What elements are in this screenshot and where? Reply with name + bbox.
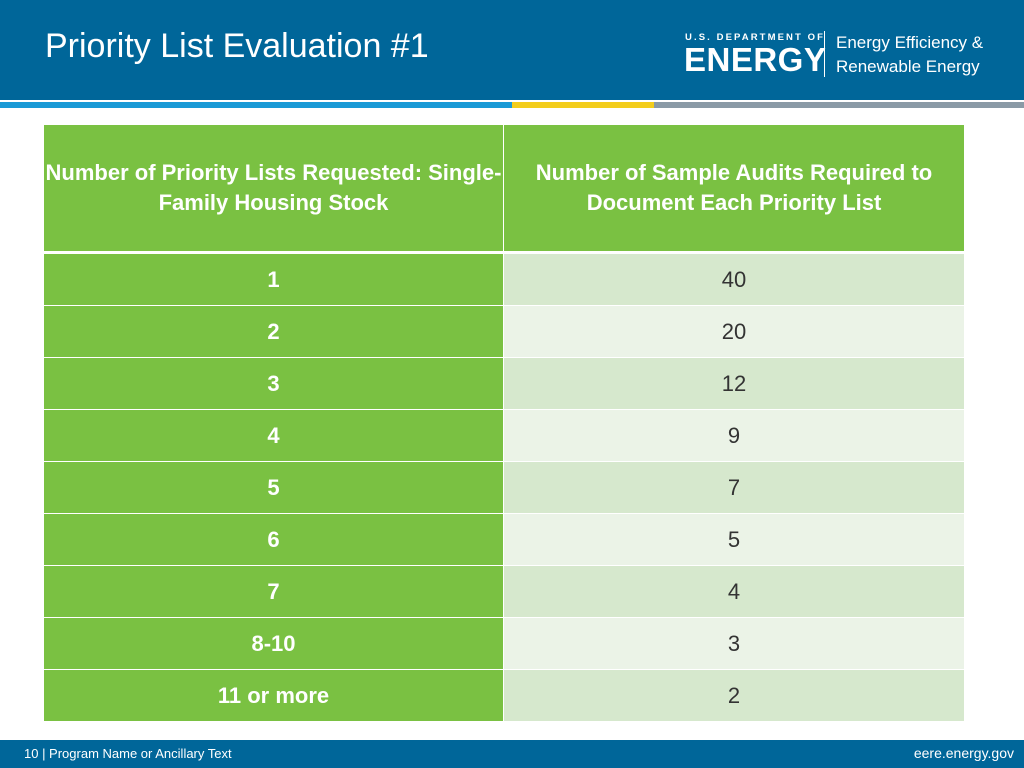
table-row: 11 or more 2: [43, 669, 965, 722]
accent-stripe-yellow: [512, 102, 654, 108]
lists-cell: 4: [43, 409, 504, 462]
audits-cell: 4: [503, 565, 965, 618]
table-row: 1 40: [43, 252, 965, 306]
lists-cell: 6: [43, 513, 504, 566]
table-row: 4 9: [43, 409, 965, 462]
accent-stripe-gray: [654, 102, 1024, 108]
table-row: 6 5: [43, 513, 965, 566]
audits-cell: 2: [503, 669, 965, 722]
page-title: Priority List Evaluation #1: [45, 27, 429, 65]
table-row: 3 12: [43, 357, 965, 410]
logo-office-line-1: Energy Efficiency &: [836, 33, 984, 52]
lists-cell: 5: [43, 461, 504, 514]
footer-website-link[interactable]: eere.energy.gov: [913, 745, 1014, 761]
lists-cell: 8-10: [43, 617, 504, 670]
table-row: 8-10 3: [43, 617, 965, 670]
audits-cell: 5: [503, 513, 965, 566]
slide-header: Priority List Evaluation #1 U.S. DEPARTM…: [0, 0, 1024, 100]
audits-cell: 12: [503, 357, 965, 410]
priority-list-table: Number of Priority Lists Requested: Sing…: [43, 124, 965, 722]
logo-divider: [824, 31, 825, 77]
logo-department-text: U.S. DEPARTMENT OF: [685, 32, 826, 43]
accent-stripe-blue: [0, 102, 512, 108]
slide-footer: 10 | Program Name or Ancillary Text eere…: [0, 740, 1024, 768]
audits-cell: 3: [503, 617, 965, 670]
footer-slide-number-text: 10 | Program Name or Ancillary Text: [24, 746, 232, 761]
lists-cell: 11 or more: [43, 669, 504, 722]
table-row: 7 4: [43, 565, 965, 618]
lists-cell: 2: [43, 305, 504, 358]
table-header-row: Number of Priority Lists Requested: Sing…: [43, 124, 965, 254]
column-header-lists: Number of Priority Lists Requested: Sing…: [43, 124, 504, 254]
audits-cell: 40: [503, 252, 965, 306]
table-row: 5 7: [43, 461, 965, 514]
lists-cell: 1: [43, 252, 504, 306]
logo-office-line-2: Renewable Energy: [836, 57, 980, 76]
audits-cell: 20: [503, 305, 965, 358]
lists-cell: 7: [43, 565, 504, 618]
lists-cell: 3: [43, 357, 504, 410]
audits-cell: 9: [503, 409, 965, 462]
table-row: 2 20: [43, 305, 965, 358]
column-header-audits: Number of Sample Audits Required to Docu…: [503, 124, 965, 254]
audits-cell: 7: [503, 461, 965, 514]
logo-energy-wordmark: ENERGY: [684, 41, 827, 78]
